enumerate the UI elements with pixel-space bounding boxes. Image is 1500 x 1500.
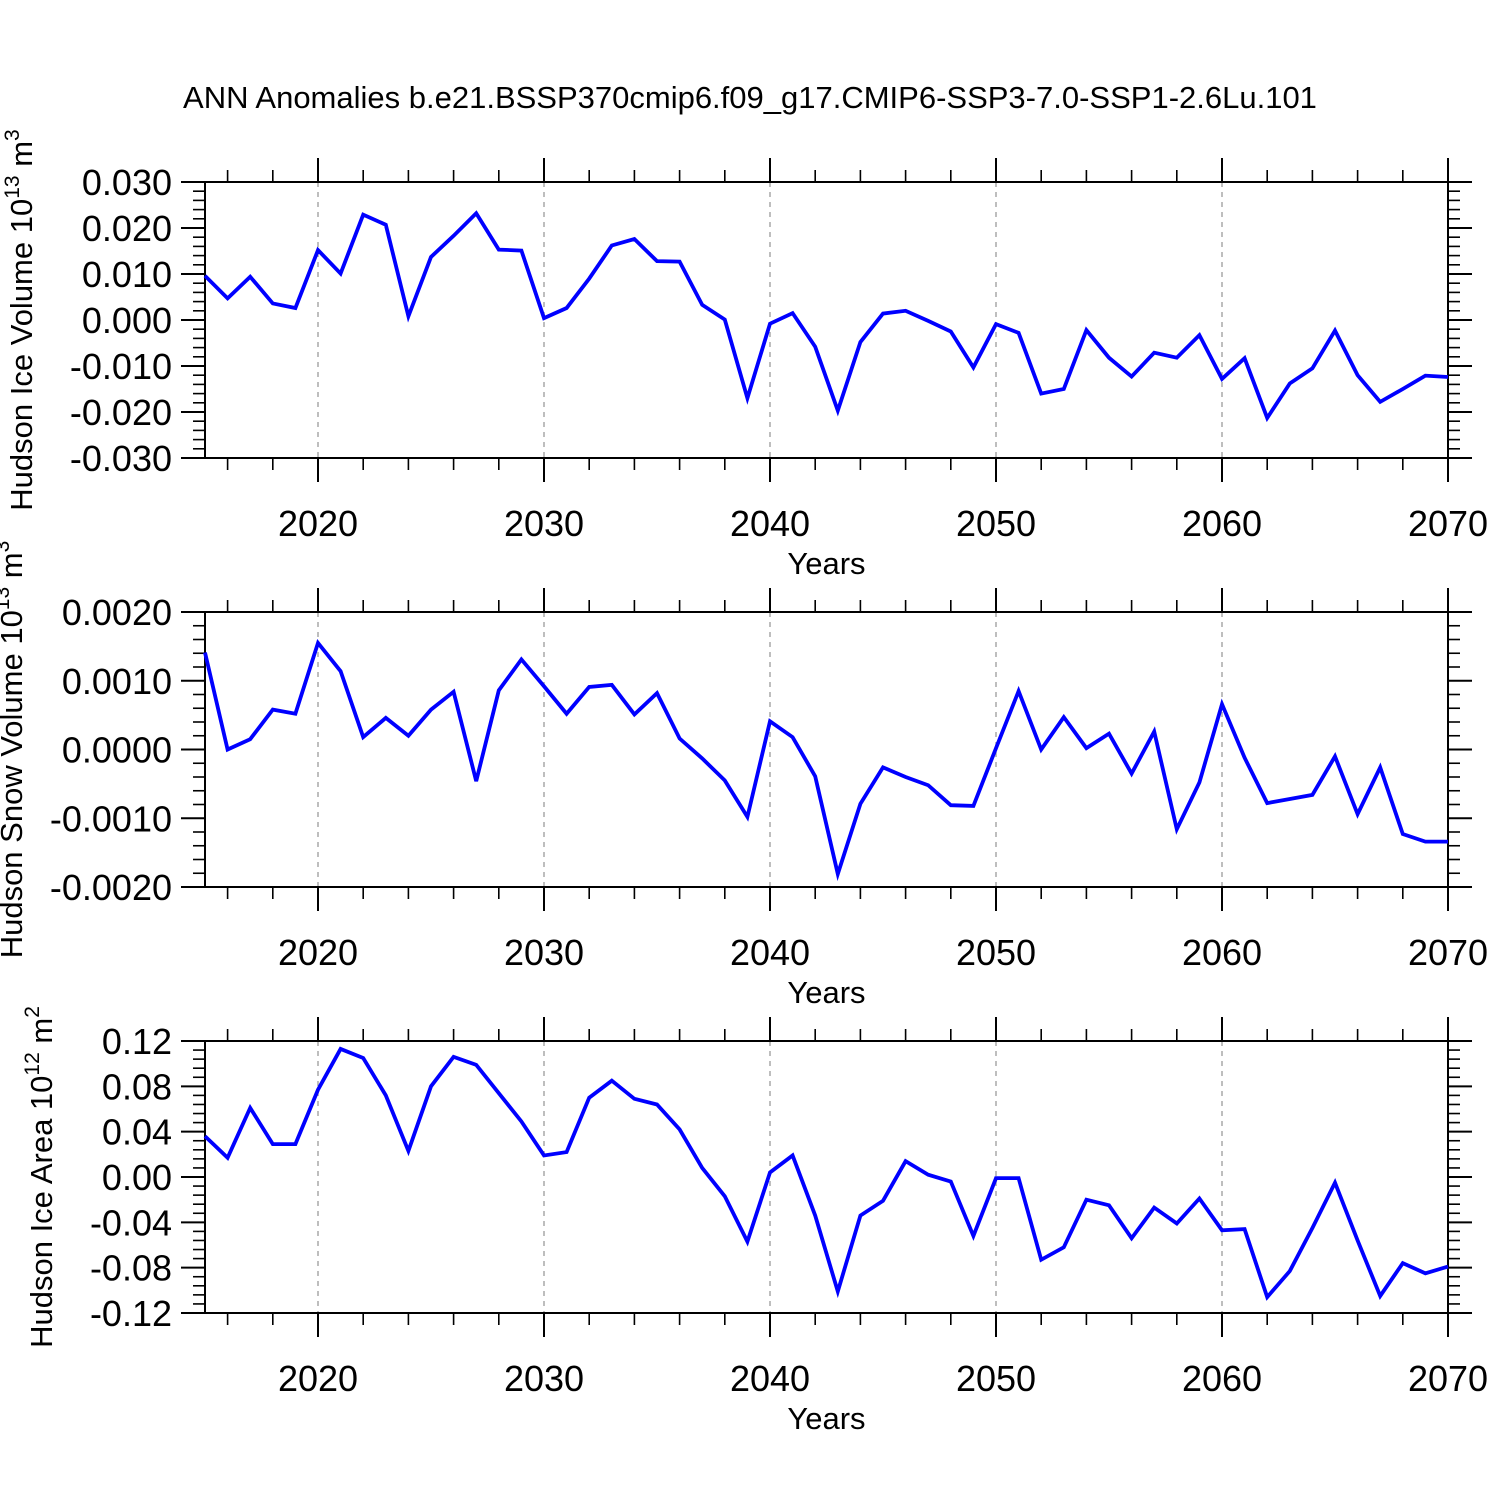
page-title: ANN Anomalies b.e21.BSSP370cmip6.f09_g17… [183, 80, 1317, 115]
x-axis-labels: 2020 2030 2040 2050 2060 2070 [278, 1358, 1488, 1399]
x-tick-label: 2030 [504, 1358, 584, 1399]
x-tick-label: 2030 [504, 932, 584, 973]
y-axis-title: Hudson Snow Volume 1013 m3 [0, 541, 29, 959]
x-tick-label: 2060 [1182, 1358, 1262, 1399]
data-line-hudson-ice-area [203, 1046, 1449, 1301]
y-axis-labels: 0.0020 0.0010 0.0000 -0.0010 -0.0020 [50, 592, 172, 908]
y-tick-label: -0.12 [90, 1293, 172, 1334]
panel-hudson-snow-volume: 2020 2030 2040 2050 2060 20700.00200.00100.00… [0, 541, 1488, 1010]
x-tick-label: 2060 [1182, 932, 1262, 973]
y-tick-label: 0.00 [102, 1157, 172, 1198]
y-axis-title: Hudson Ice Volume 1013 m3 [1, 129, 39, 510]
x-tick-label: 2020 [278, 503, 358, 544]
y-axis-title: Hudson Ice Area 1012 m2 [21, 1006, 59, 1348]
plot-frame [204, 1040, 1449, 1314]
y-tick-label: -0.04 [90, 1202, 172, 1243]
x-axis-ticks [226, 588, 1449, 911]
y-axis-ticks [181, 181, 1472, 459]
plot-frame [204, 611, 1449, 888]
y-tick-label: -0.030 [70, 438, 172, 479]
x-tick-label: 2040 [730, 932, 810, 973]
y-axis-labels: 0.030 0.020 0.010 0.000 -0.010 -0.020 -0.030 [70, 162, 172, 479]
x-axis-title: Years [787, 546, 865, 581]
x-axis-labels: 2020 2030 2040 2050 2060 2070 [278, 503, 1488, 544]
y-tick-label: -0.010 [70, 346, 172, 387]
y-axis-ticks [181, 611, 1472, 888]
x-tick-label: 2040 [730, 1358, 810, 1399]
y-tick-label: 0.0020 [62, 592, 172, 633]
y-tick-label: 0.08 [102, 1066, 172, 1107]
y-tick-label: 0.0010 [62, 661, 172, 702]
x-tick-label: 2060 [1182, 503, 1262, 544]
x-axis-title: Years [787, 975, 865, 1010]
y-tick-label: 0.000 [82, 300, 172, 341]
y-tick-label: -0.08 [90, 1248, 172, 1289]
x-tick-label: 2070 [1408, 503, 1488, 544]
x-tick-label: 2050 [956, 932, 1036, 973]
panel-hudson-ice-volume: 2020 2030 2040 2050 2060 20700.0300.0200.0100… [1, 129, 1488, 581]
x-axis-labels: 2020 2030 2040 2050 2060 2070 [278, 932, 1488, 973]
y-tick-label: 0.020 [82, 208, 172, 249]
x-tick-label: 2050 [956, 503, 1036, 544]
y-tick-label: 0.0000 [62, 730, 172, 771]
y-tick-label: -0.0010 [50, 798, 172, 839]
y-axis-ticks [181, 1040, 1472, 1314]
data-line-hudson-ice-volume [203, 210, 1449, 423]
y-tick-label: 0.12 [102, 1021, 172, 1062]
y-tick-label: 0.04 [102, 1112, 172, 1153]
x-axis-ticks [226, 158, 1449, 482]
x-tick-label: 2030 [504, 503, 584, 544]
x-axis-ticks [226, 1017, 1449, 1337]
x-tick-label: 2020 [278, 932, 358, 973]
x-tick-label: 2070 [1408, 932, 1488, 973]
x-tick-label: 2020 [278, 1358, 358, 1399]
y-tick-label: -0.020 [70, 392, 172, 433]
panel-hudson-ice-area: 2020 2030 2040 2050 2060 2070 0.120.08 0.040.00… [21, 1006, 1488, 1436]
x-tick-label: 2050 [956, 1358, 1036, 1399]
y-axis-labels: 0.120.08 0.040.00-0.04 -0.08-0.12 [90, 1021, 172, 1334]
x-axis-title: Years [787, 1401, 865, 1436]
plot-frame [204, 181, 1449, 459]
y-tick-label: 0.010 [82, 254, 172, 295]
data-line-hudson-snow-volume [203, 638, 1448, 882]
y-tick-label: 0.030 [82, 162, 172, 203]
x-tick-label: 2040 [730, 503, 810, 544]
decade-gridlines [317, 182, 1223, 458]
y-tick-label: -0.0020 [50, 867, 172, 908]
x-tick-label: 2070 [1408, 1358, 1488, 1399]
